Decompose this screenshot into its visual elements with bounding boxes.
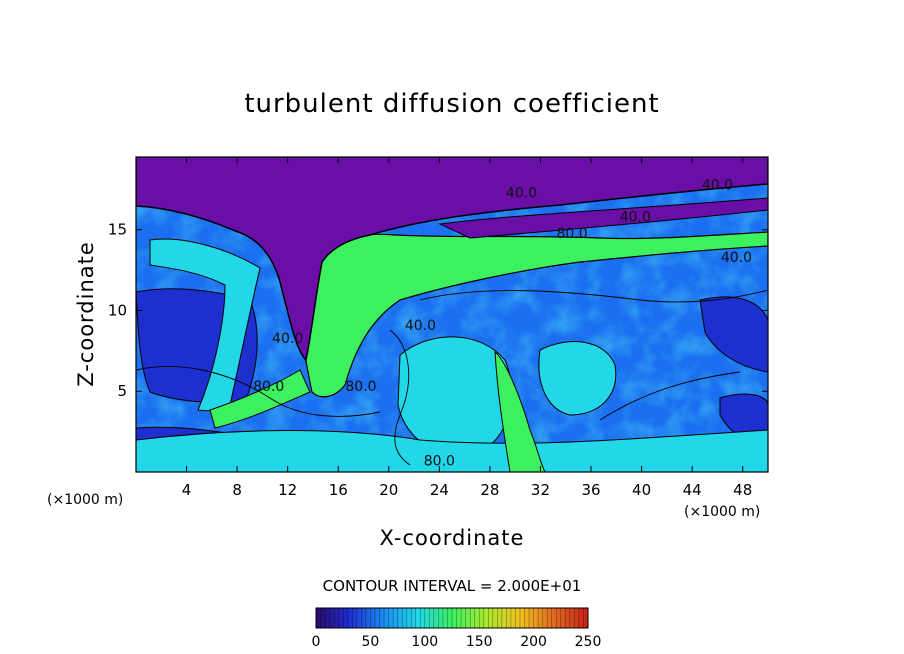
high-region-plume [494, 350, 546, 472]
contour-label: 40.0 [272, 331, 303, 347]
colorbar: 0 50 100 150 200 250 [312, 607, 602, 650]
contour-label: 40.0 [702, 177, 733, 193]
contour-label: 80.0 [345, 379, 376, 395]
x-tick-label: 8 [232, 481, 242, 499]
stratosphere-band [438, 197, 768, 239]
x-tick-label: 44 [683, 481, 702, 499]
plot-area: 40.0 40.0 80.0 40.0 40.0 40.0 40.0 80.0 80.0 80.0 [136, 157, 768, 472]
colorbar-tick-label: 200 [520, 634, 547, 650]
x-tick-label: 28 [480, 481, 499, 499]
contour-label: 80.0 [253, 379, 284, 395]
colorbar-tick-label: 0 [312, 634, 321, 650]
y-tick-label: 5 [117, 382, 127, 400]
contour-line [419, 289, 768, 303]
contour-interval: CONTOUR INTERVAL = 2.000E+01 [323, 577, 582, 595]
x-tick-label: 4 [182, 481, 192, 499]
contour-label: 40.0 [506, 185, 537, 201]
x-tick-label: 40 [632, 481, 651, 499]
colorbar-stripes [320, 608, 584, 628]
contour-line [389, 329, 411, 466]
x-tick-label: 36 [581, 481, 600, 499]
colorbar-tick-label: 100 [411, 634, 438, 650]
stratosphere-region [136, 157, 768, 362]
colorbar-tick-label: 250 [575, 634, 602, 650]
chart-title: turbulent diffusion coefficient [244, 89, 659, 119]
mid-region-eddy-right [538, 341, 617, 416]
colorbar-tick-label: 50 [361, 634, 379, 650]
contour-line [136, 366, 381, 417]
x-tick-label: 12 [278, 481, 297, 499]
x-unit-label: (×1000 m) [684, 504, 760, 520]
contour-label: 40.0 [721, 250, 752, 266]
colorbar-ticks: 0 50 100 150 200 250 [312, 634, 602, 650]
high-region-left-band [209, 369, 311, 429]
contour-label: 40.0 [620, 210, 651, 226]
contour-line [599, 371, 741, 421]
contour-label: 80.0 [556, 226, 587, 242]
contour-labels: 40.0 40.0 80.0 40.0 40.0 40.0 40.0 80.0 80.0 80.0 [253, 177, 752, 469]
x-tick-label: 48 [733, 481, 752, 499]
x-tick-label: 24 [430, 481, 449, 499]
x-ticks: 4 8 12 16 20 24 28 32 36 40 44 48 [182, 157, 752, 499]
y-axis-label: Z-coordinate [74, 241, 98, 387]
y-ticks: 5 10 15 [108, 221, 768, 400]
contour-label: 40.0 [405, 318, 436, 334]
low-region-right [699, 296, 768, 373]
x-tick-label: 20 [379, 481, 398, 499]
contour-label: 80.0 [424, 454, 455, 470]
mid-region-bottom [136, 429, 768, 472]
x-axis-label: X-coordinate [380, 526, 525, 550]
plot-frame [135, 156, 769, 473]
y-tick-label: 15 [108, 221, 127, 239]
high-region-jet [299, 231, 768, 398]
y-unit-label: (×1000 m) [47, 492, 123, 508]
x-tick-label: 32 [531, 481, 550, 499]
colorbar-tick-label: 150 [466, 634, 493, 650]
x-tick-label: 16 [329, 481, 348, 499]
y-tick-label: 10 [108, 301, 127, 319]
